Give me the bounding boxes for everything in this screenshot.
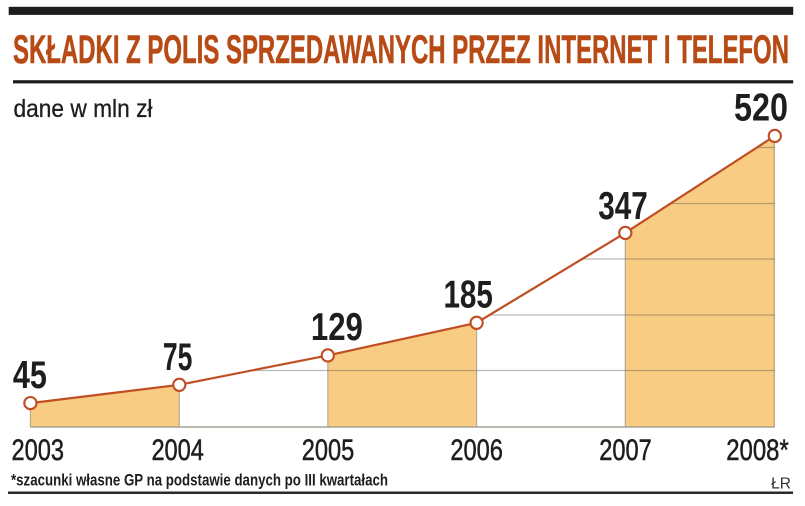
svg-text:129: 129 [311, 306, 363, 349]
svg-text:520: 520 [734, 87, 788, 130]
svg-text:2003: 2003 [12, 434, 65, 467]
svg-text:*szacunki własne GP na podstaw: *szacunki własne GP na podstawie danych … [11, 470, 388, 489]
svg-text:dane w mln zł: dane w mln zł [14, 95, 153, 123]
svg-text:45: 45 [13, 354, 47, 397]
svg-text:2008*: 2008* [726, 434, 789, 467]
svg-text:2004: 2004 [151, 434, 204, 467]
svg-text:ŁR: ŁR [771, 476, 791, 493]
svg-text:2005: 2005 [302, 434, 355, 467]
svg-text:SKŁADKI Z POLIS SPRZEDAWANYCH: SKŁADKI Z POLIS SPRZEDAWANYCH PRZEZ INTE… [13, 28, 789, 72]
svg-text:347: 347 [598, 185, 648, 228]
svg-text:185: 185 [443, 274, 493, 317]
svg-text:2007: 2007 [599, 434, 652, 467]
svg-text:75: 75 [163, 336, 193, 379]
svg-text:2006: 2006 [450, 434, 503, 467]
